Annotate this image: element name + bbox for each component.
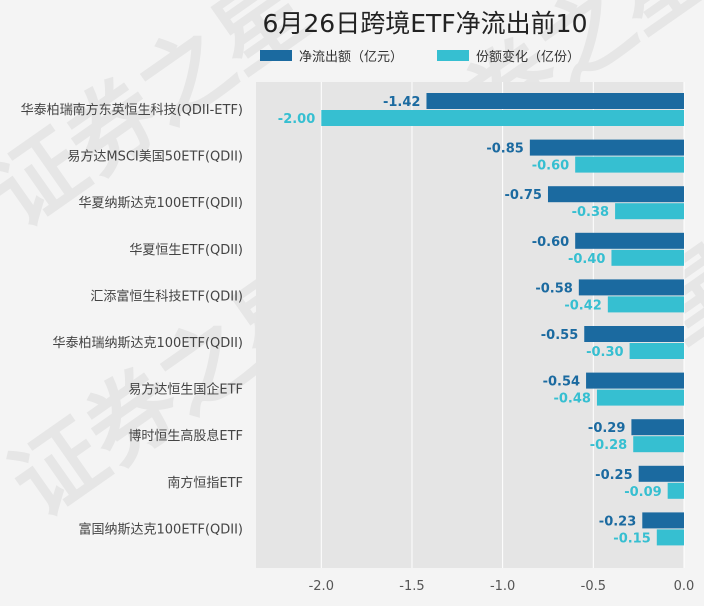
bar-share-change bbox=[629, 343, 684, 359]
bar-share-change bbox=[611, 249, 684, 266]
x-tick-label: -2.0 bbox=[309, 579, 334, 594]
data-label-share-change: -0.48 bbox=[553, 392, 590, 407]
bar-net-outflow bbox=[584, 326, 684, 342]
data-label-net-outflow: -1.42 bbox=[383, 95, 420, 110]
bars: -1.42-2.00-0.85-0.60-0.75-0.38-0.60-0.40… bbox=[278, 93, 684, 546]
data-label-net-outflow: -0.60 bbox=[532, 235, 569, 250]
category-label: 易方达MSCI美国50ETF(QDII) bbox=[67, 149, 243, 165]
data-label-net-outflow: -0.25 bbox=[595, 468, 632, 483]
bar-share-change bbox=[615, 203, 684, 220]
data-label-share-change: -0.30 bbox=[586, 345, 623, 360]
bar-net-outflow bbox=[642, 512, 684, 529]
bar-share-change bbox=[575, 156, 684, 173]
data-label-share-change: -0.09 bbox=[624, 485, 661, 500]
bar-share-change bbox=[596, 389, 684, 406]
legend-label-share-change: 份额变化（亿份） bbox=[476, 49, 580, 65]
legend-label-net-outflow: 净流出额（亿元） bbox=[299, 50, 403, 65]
bar-share-change bbox=[607, 296, 684, 313]
data-label-share-change: -0.42 bbox=[564, 298, 601, 313]
chart-title: 6月26日跨境ETF净流出前10 bbox=[263, 9, 588, 38]
category-label: 汇添富恒生科技ETF(QDII) bbox=[90, 288, 243, 304]
category-label: 华泰柏瑞纳斯达克100ETF(QDII) bbox=[53, 336, 244, 351]
bar-share-change bbox=[633, 436, 684, 453]
category-label: 易方达恒生国企ETF bbox=[128, 382, 243, 398]
data-label-share-change: -0.60 bbox=[532, 159, 569, 174]
category-label: 华泰柏瑞南方东英恒生科技(QDII-ETF) bbox=[21, 102, 243, 118]
bar-net-outflow bbox=[529, 139, 684, 156]
data-label-net-outflow: -0.55 bbox=[541, 328, 578, 343]
category-label: 博时恒生高股息ETF bbox=[128, 428, 243, 444]
bar-net-outflow bbox=[578, 279, 684, 296]
data-label-share-change: -0.15 bbox=[613, 531, 650, 546]
data-label-share-change: -0.38 bbox=[572, 205, 609, 220]
bar-share-change bbox=[656, 529, 684, 546]
x-tick-label: -0.5 bbox=[581, 579, 606, 594]
data-label-share-change: -0.28 bbox=[590, 438, 627, 453]
data-label-share-change: -2.00 bbox=[278, 112, 315, 127]
legend: 净流出额（亿元） 份额变化（亿份） bbox=[260, 49, 580, 65]
bar-share-change bbox=[667, 482, 684, 499]
bar-net-outflow bbox=[631, 419, 684, 436]
x-axis-ticks: -2.0 -1.5 -1.0 -0.5 0.0 bbox=[309, 579, 695, 594]
bar-net-outflow bbox=[547, 186, 684, 203]
x-tick-label: -1.0 bbox=[490, 579, 515, 594]
data-label-net-outflow: -0.23 bbox=[599, 514, 636, 529]
category-label: 华夏恒生ETF(QDII) bbox=[129, 243, 243, 258]
bar-net-outflow bbox=[638, 465, 684, 482]
legend-swatch-net-outflow bbox=[260, 50, 292, 61]
x-tick-label: 0.0 bbox=[674, 579, 695, 594]
data-label-net-outflow: -0.75 bbox=[504, 188, 541, 203]
data-label-share-change: -0.40 bbox=[568, 252, 605, 267]
category-labels: 华泰柏瑞南方东英恒生科技(QDII-ETF) 易方达MSCI美国50ETF(QDI… bbox=[21, 102, 243, 537]
x-tick-label: -1.5 bbox=[399, 579, 424, 594]
data-label-net-outflow: -0.54 bbox=[543, 375, 580, 390]
data-label-net-outflow: -0.29 bbox=[588, 421, 625, 436]
bar-net-outflow bbox=[426, 93, 684, 109]
bar-net-outflow bbox=[575, 232, 684, 249]
bar-share-change bbox=[321, 110, 684, 126]
data-label-net-outflow: -0.85 bbox=[486, 142, 523, 157]
legend-swatch-share-change bbox=[437, 50, 469, 61]
bar-net-outflow bbox=[586, 372, 684, 389]
category-label: 华夏纳斯达克100ETF(QDII) bbox=[79, 196, 244, 211]
category-label: 富国纳斯达克100ETF(QDII) bbox=[79, 521, 244, 537]
category-label: 南方恒指ETF bbox=[167, 475, 243, 491]
data-label-net-outflow: -0.58 bbox=[535, 281, 572, 296]
